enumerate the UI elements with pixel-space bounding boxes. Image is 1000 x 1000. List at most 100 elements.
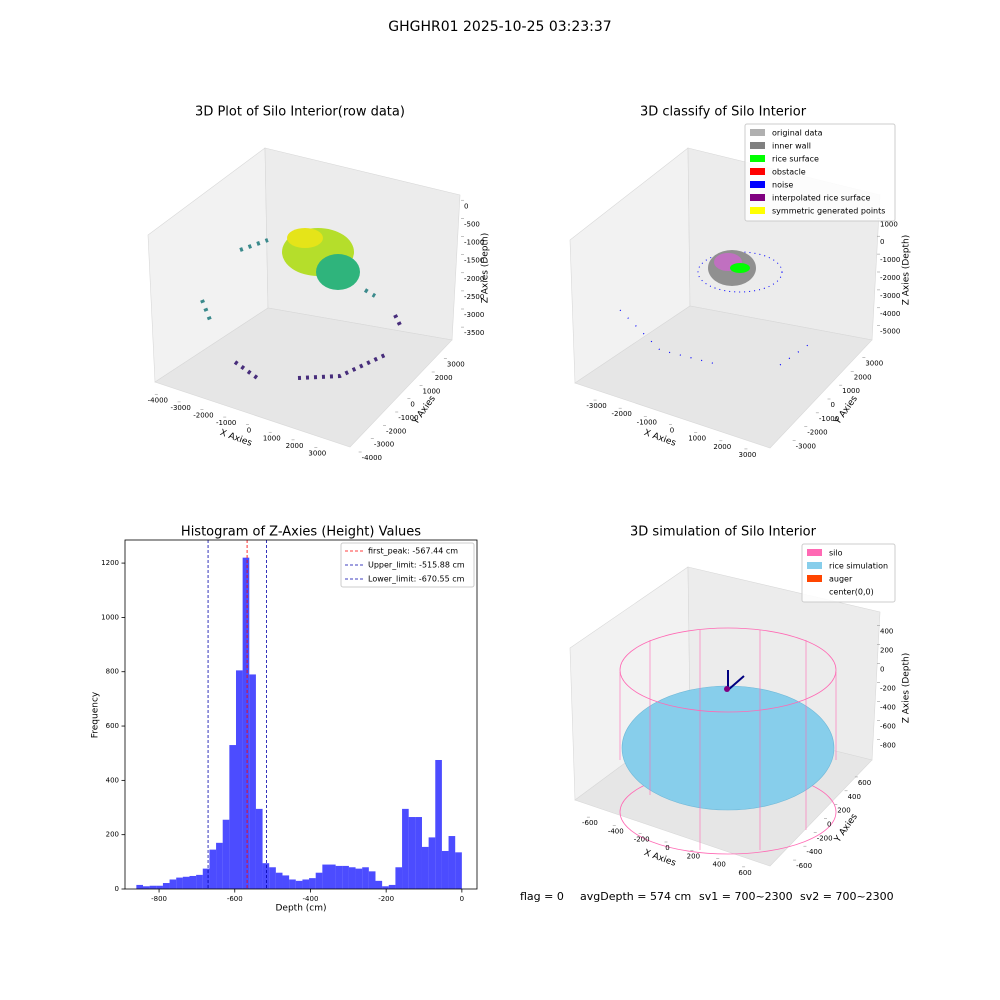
tick-label: -1000 xyxy=(880,256,900,264)
bar xyxy=(196,874,203,889)
y-tick-label: 1000 xyxy=(101,613,119,621)
bar xyxy=(309,878,316,889)
legend-label: obstacle xyxy=(772,168,806,177)
legend-label: rice simulation xyxy=(829,562,888,571)
tick-label: -5000 xyxy=(880,328,900,336)
point-cloud xyxy=(200,238,377,326)
legend-swatch xyxy=(807,562,822,569)
bar xyxy=(295,880,303,889)
tick-label: 2000 xyxy=(286,442,304,450)
tick-label: 400 xyxy=(713,861,726,869)
legend-swatch xyxy=(750,155,765,162)
tick-label: -2000 xyxy=(880,274,900,282)
bar xyxy=(136,884,143,889)
tick-label: -4000 xyxy=(148,396,168,404)
x-tick-label: -200 xyxy=(378,895,394,903)
legend-swatch xyxy=(807,588,822,595)
legend-box xyxy=(340,542,475,588)
bar xyxy=(289,879,296,889)
tick-label: -400 xyxy=(880,704,896,712)
y-tick-label: 400 xyxy=(106,776,119,784)
tick-label: 0 xyxy=(880,238,884,246)
tick-label: -400 xyxy=(608,827,624,835)
legend-label: rice surface xyxy=(772,155,819,164)
legend-label: silo xyxy=(829,549,843,558)
bar xyxy=(209,849,217,889)
pane-group xyxy=(147,147,461,448)
bar xyxy=(388,884,396,889)
tick-label: 600 xyxy=(858,779,871,787)
tick-label: 1000 xyxy=(423,387,441,395)
tick-label: -1000 xyxy=(216,419,236,427)
bar xyxy=(202,868,210,889)
tick-label: 200 xyxy=(880,647,893,655)
tick-label: 1000 xyxy=(688,435,706,443)
tick-label: -500 xyxy=(464,220,480,228)
bar xyxy=(176,877,183,889)
pane xyxy=(574,305,873,449)
legend-swatch xyxy=(750,168,765,175)
legend-swatch xyxy=(807,575,822,582)
tick-label: -1000 xyxy=(637,418,657,426)
chart-title: 3D classify of Silo Interior xyxy=(640,105,807,120)
tick-label: 3000 xyxy=(447,361,465,369)
bar xyxy=(382,886,389,889)
tick-label: -200 xyxy=(634,836,650,844)
tick-label: -4000 xyxy=(880,310,900,318)
bar xyxy=(282,875,290,889)
bar xyxy=(402,808,409,889)
legend-box xyxy=(744,123,896,222)
tick-label: 400 xyxy=(848,793,861,801)
tick-label: 0 xyxy=(827,821,831,829)
tick-label: -3000 xyxy=(464,311,484,319)
tick-label: 200 xyxy=(837,807,850,815)
y-axis-label: Frequency xyxy=(91,691,101,738)
legend-label: first_peak: -567.44 cm xyxy=(368,547,458,556)
bar xyxy=(328,864,336,889)
tick-label: 0 xyxy=(464,202,468,210)
bar xyxy=(269,867,276,889)
tick-label: -2000 xyxy=(807,429,827,437)
tick-label: -600 xyxy=(796,862,812,870)
tick-label: -3000 xyxy=(880,292,900,300)
x-axis-label: Depth (cm) xyxy=(275,904,326,914)
axis-label: Z Axies (Depth) xyxy=(481,233,491,304)
tick-label: 2000 xyxy=(435,374,453,382)
tick-label: 2000 xyxy=(854,373,872,381)
x-tick-label: -800 xyxy=(151,895,167,903)
bar xyxy=(182,876,190,889)
bar xyxy=(441,850,449,889)
bar xyxy=(242,557,250,889)
tick-label: 400 xyxy=(880,628,893,636)
tick-label: -200 xyxy=(880,685,896,693)
tick-label: 0 xyxy=(880,666,884,674)
chart-title: Histogram of Z-Axies (Height) Values xyxy=(181,525,421,540)
tick-label: -1000 xyxy=(398,414,418,422)
legend-label: center(0,0) xyxy=(829,588,874,597)
tick-label: 3000 xyxy=(308,449,326,457)
tick-label: -2000 xyxy=(193,411,213,419)
tick-label: 0 xyxy=(247,427,251,435)
bar xyxy=(315,872,323,889)
silo-wire xyxy=(619,630,837,850)
legend-label: Lower_limit: -670.55 cm xyxy=(368,575,465,584)
legend-label: inner wall xyxy=(772,142,811,151)
bar xyxy=(169,879,177,889)
legend-label: interpolated rice surface xyxy=(772,194,870,203)
tick-label: 1000 xyxy=(880,220,898,228)
y-tick-label: 200 xyxy=(106,831,119,839)
pane xyxy=(154,307,453,448)
legend-swatch xyxy=(750,142,765,149)
y-tick-label: 800 xyxy=(106,668,119,676)
legend-swatch xyxy=(750,181,765,188)
bar xyxy=(189,875,197,889)
tick-label: -3000 xyxy=(796,442,816,450)
bar xyxy=(149,885,157,889)
bar xyxy=(335,865,343,889)
bar xyxy=(302,879,310,889)
legend-label: original data xyxy=(772,129,823,138)
tick-label: -2000 xyxy=(612,410,632,418)
tick-label: -600 xyxy=(582,819,598,827)
suptitle: GHGHR01 2025-10-25 03:23:37 xyxy=(388,19,611,35)
